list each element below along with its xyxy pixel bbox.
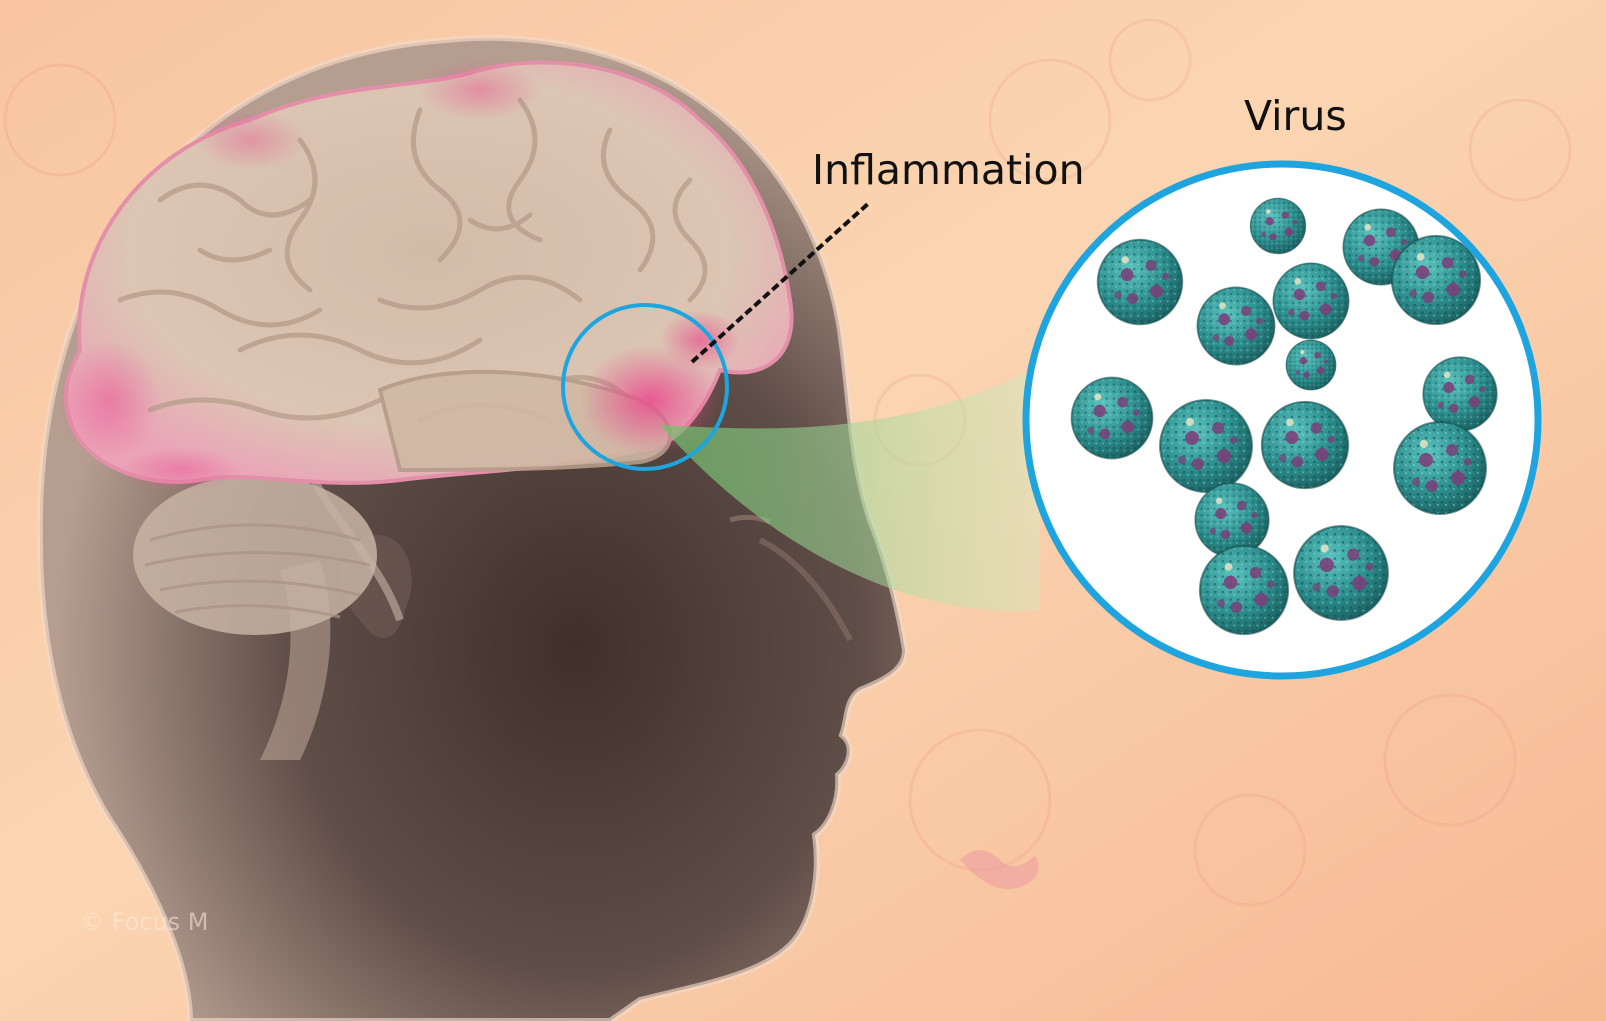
inflammation-leader-line <box>690 200 872 364</box>
virus-particle-icon <box>1096 238 1184 326</box>
cerebellum <box>133 475 377 635</box>
virus-callout-ring <box>1022 160 1542 680</box>
inflammation-label: Inflammation <box>812 146 1085 194</box>
virus-particle-icon <box>1285 339 1337 391</box>
virus-particle-icon <box>1293 525 1389 621</box>
virus-particle-icon <box>1070 376 1154 460</box>
brain-icon <box>60 60 794 492</box>
copyright-watermark: © Focus M <box>80 908 209 936</box>
virus-particle-icon <box>1393 421 1487 515</box>
virus-particle-icon <box>1194 482 1270 558</box>
callout-beam <box>660 365 1040 611</box>
background-blot <box>960 850 1039 890</box>
virus-particle-icon <box>1422 356 1498 432</box>
virus-particle-icon <box>1249 197 1307 255</box>
virus-particle-icon <box>1159 399 1253 493</box>
virus-particle-icon <box>1260 400 1350 490</box>
virus-particle-icon <box>1198 544 1290 636</box>
inflammation-focus-ring <box>561 303 729 471</box>
virus-callout <box>1022 160 1542 680</box>
virus-particle-icon <box>1272 262 1350 340</box>
virus-particle-icon <box>1390 234 1482 326</box>
virus-particle-icon <box>1196 286 1276 366</box>
virus-label: Virus <box>1244 92 1347 140</box>
